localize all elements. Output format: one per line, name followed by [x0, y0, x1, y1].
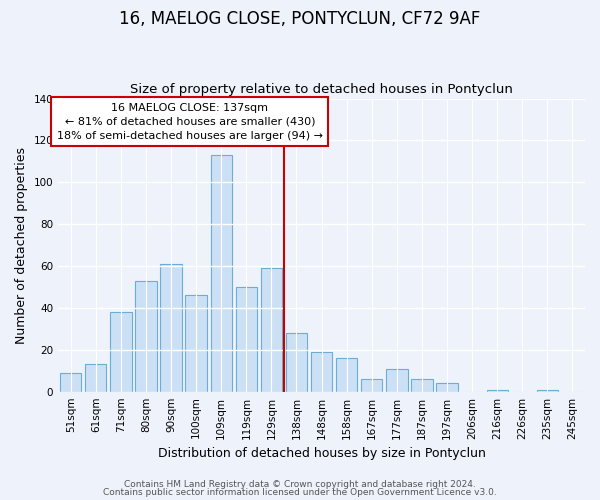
- Bar: [236, 287, 257, 392]
- Bar: [336, 358, 358, 392]
- Bar: [386, 368, 407, 392]
- Bar: [60, 373, 82, 392]
- Bar: [261, 268, 282, 392]
- Text: Contains public sector information licensed under the Open Government Licence v3: Contains public sector information licen…: [103, 488, 497, 497]
- Bar: [160, 264, 182, 392]
- Bar: [311, 352, 332, 392]
- Bar: [110, 312, 131, 392]
- Bar: [136, 280, 157, 392]
- Bar: [436, 384, 458, 392]
- Bar: [411, 379, 433, 392]
- Bar: [85, 364, 106, 392]
- Bar: [361, 379, 382, 392]
- Text: 16 MAELOG CLOSE: 137sqm  
← 81% of detached houses are smaller (430)
18% of semi: 16 MAELOG CLOSE: 137sqm ← 81% of detache…: [57, 102, 323, 141]
- Bar: [185, 296, 207, 392]
- Text: 16, MAELOG CLOSE, PONTYCLUN, CF72 9AF: 16, MAELOG CLOSE, PONTYCLUN, CF72 9AF: [119, 10, 481, 28]
- Bar: [211, 155, 232, 392]
- X-axis label: Distribution of detached houses by size in Pontyclun: Distribution of detached houses by size …: [158, 447, 485, 460]
- Title: Size of property relative to detached houses in Pontyclun: Size of property relative to detached ho…: [130, 83, 513, 96]
- Y-axis label: Number of detached properties: Number of detached properties: [15, 146, 28, 344]
- Bar: [487, 390, 508, 392]
- Bar: [537, 390, 558, 392]
- Text: Contains HM Land Registry data © Crown copyright and database right 2024.: Contains HM Land Registry data © Crown c…: [124, 480, 476, 489]
- Bar: [286, 333, 307, 392]
